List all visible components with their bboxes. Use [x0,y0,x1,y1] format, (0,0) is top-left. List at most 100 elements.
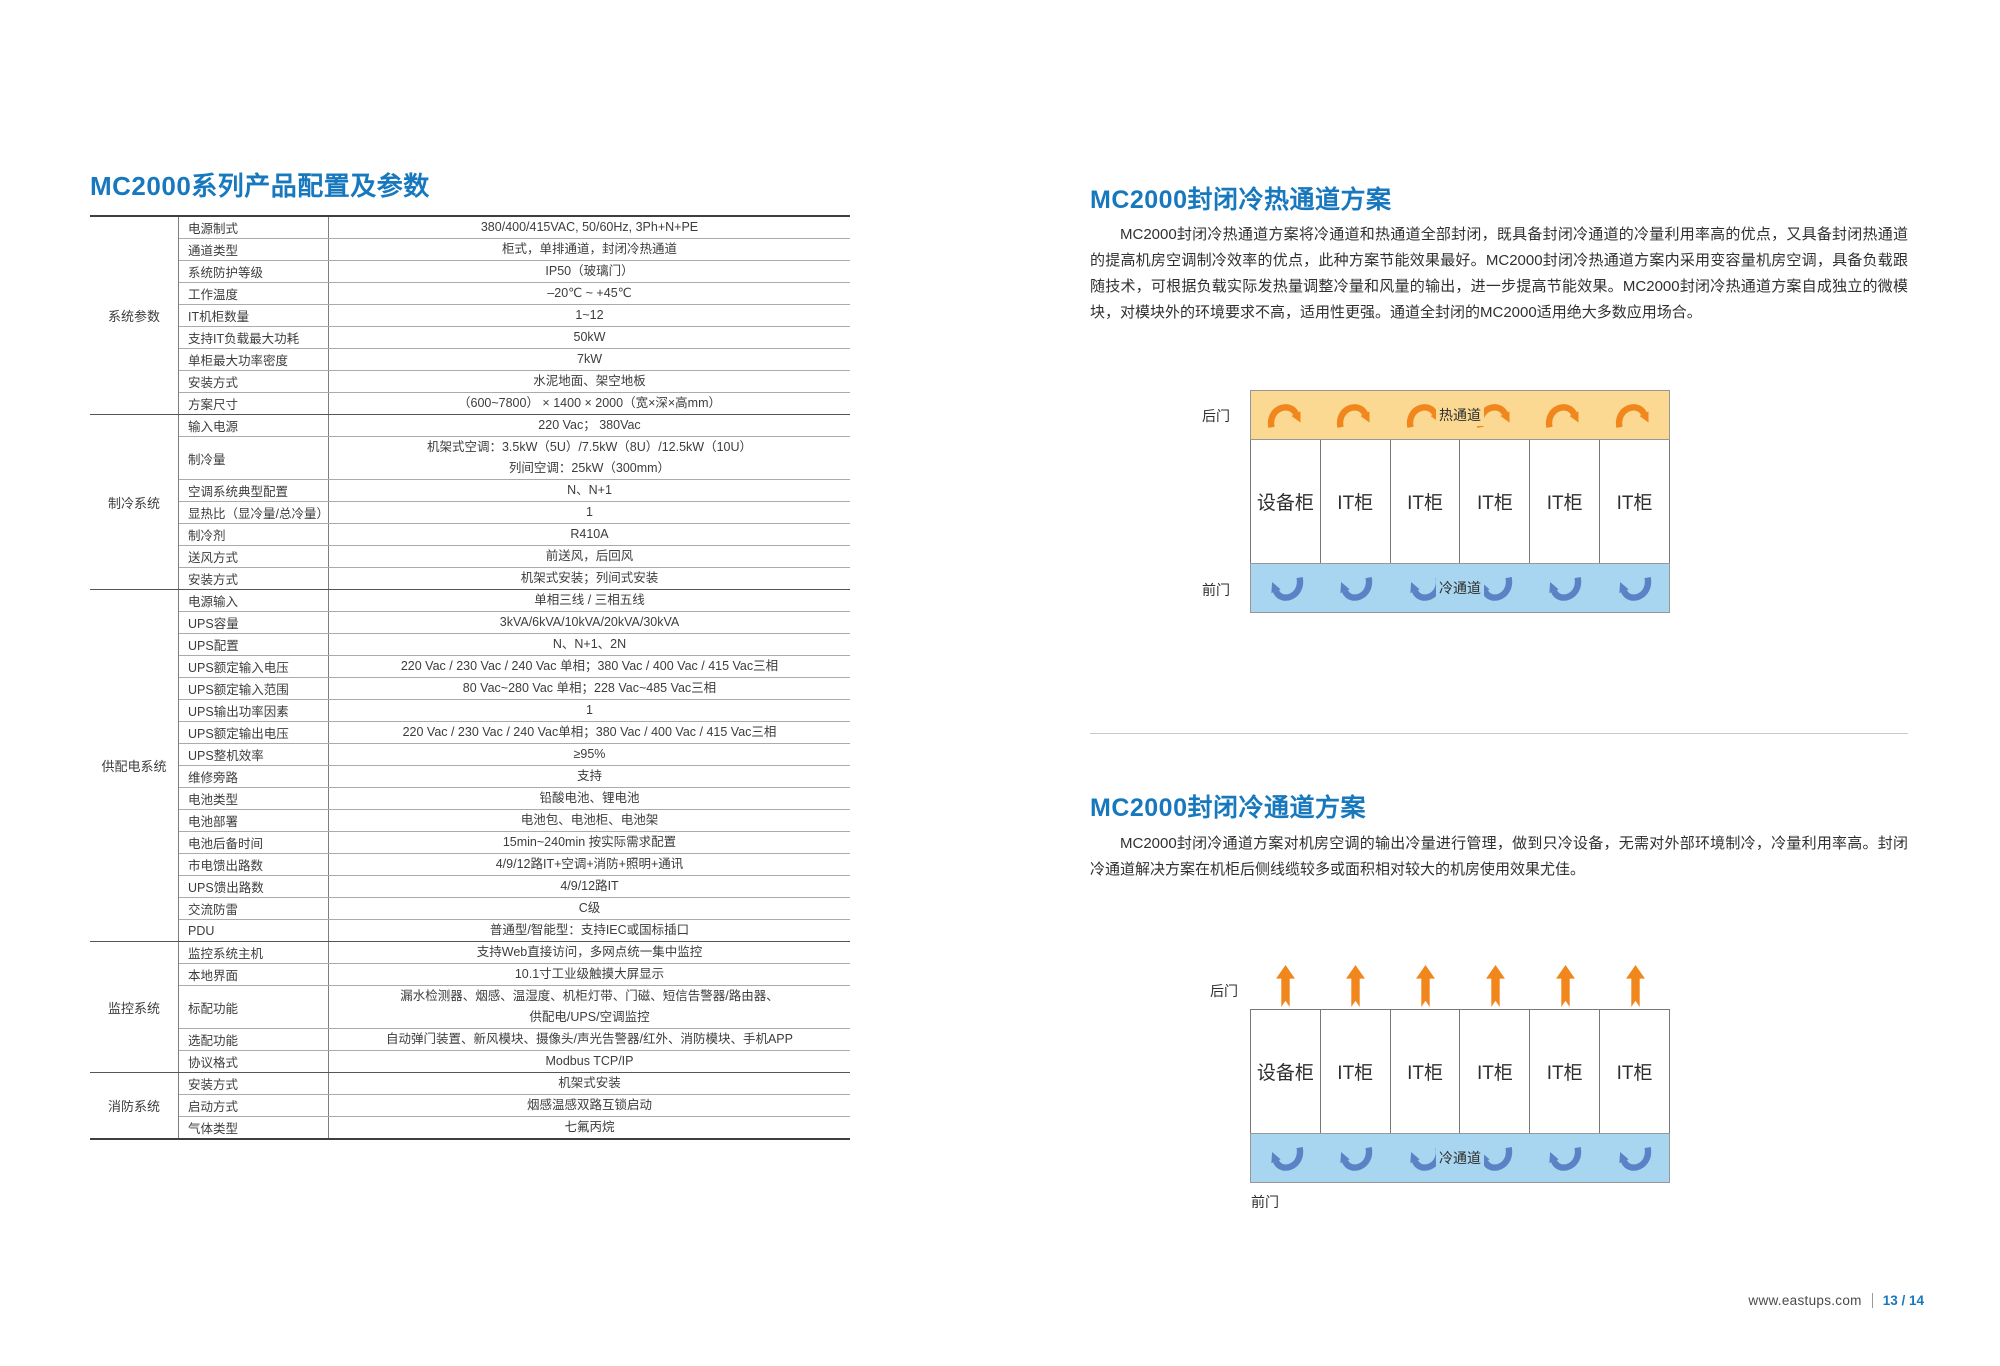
up-exhaust-arrow-icon [1625,965,1645,1007]
cold-aisle-section-title: MC2000封闭冷通道方案 [1090,794,1366,822]
table-row: 电源制式 380/400/415VAC, 50/60Hz, 3Ph+N+PE [179,217,850,239]
spec-value-line: 80 Vac~280 Vac 单相；228 Vac~485 Vac三相 [462,681,717,695]
spec-value: 4/9/12路IT+空调+消防+照明+通讯 [329,854,850,875]
cabinet: 设备柜 [1251,1010,1321,1133]
spec-value: 80 Vac~280 Vac 单相；228 Vac~485 Vac三相 [329,678,850,699]
spec-value: 单相三线 / 三相五线 [329,590,850,611]
table-row: UPS输出功率因素 1 [179,700,850,722]
spec-value: 10.1寸工业级触摸大屏显示 [329,964,850,985]
footer-divider [1871,1293,1873,1308]
table-row: 支持IT负载最大功耗 50kW [179,327,850,349]
spec-value-line: 3kVA/6kVA/10kVA/20kVA/30kVA [499,615,680,629]
table-row: 维修旁路 支持 [179,766,850,788]
up-exhaust-arrow-icon [1415,965,1435,1007]
table-row: 启动方式 烟感温感双路互锁启动 [179,1095,850,1117]
table-row: 安装方式 水泥地面、架空地板 [179,371,850,393]
spec-label: 制冷量 [179,437,329,479]
spec-value: 前送风，后回风 [329,546,850,567]
spec-label: UPS整机效率 [179,744,329,765]
table-row: UPS容量 3kVA/6kVA/10kVA/20kVA/30kVA [179,612,850,634]
spec-value-line: 4/9/12路IT [560,879,619,893]
spec-value-line: –20℃ ~ +45℃ [547,286,632,300]
spec-value-line: 7kW [577,352,602,366]
table-row: 交流防雷 C级 [179,898,850,920]
cold-airflow-arrow-icon [1335,1143,1375,1174]
spec-value-line: 4/9/12路IT+空调+消防+照明+通讯 [495,857,684,871]
spec-label: 支持IT负载最大功耗 [179,327,329,348]
table-category-cell: 制冷系统 [90,415,179,589]
spec-value: 水泥地面、架空地板 [329,371,850,392]
spec-value: 220 Vac； 380Vac [329,415,850,436]
spec-value-line: 机架式安装；列间式安装 [520,571,659,585]
spec-label: 市电馈出路数 [179,854,329,875]
page-footer: www.eastups.com 13 / 14 [1748,1293,1924,1308]
spec-value: （600~7800） × 1400 × 2000（宽×深×高mm） [329,393,850,414]
spec-label: UPS配置 [179,634,329,655]
cold-airflow-arrow-icon [1544,1143,1584,1174]
cold-airflow-arrow-icon [1266,573,1306,604]
table-row: 电源输入 单相三线 / 三相五线 [179,590,850,612]
table-row: 输入电源 220 Vac； 380Vac [179,415,850,437]
spec-value-line: （600~7800） × 1400 × 2000（宽×深×高mm） [458,396,721,410]
spec-value: 3kVA/6kVA/10kVA/20kVA/30kVA [329,612,850,633]
up-exhaust-arrow-icon [1485,965,1505,1007]
spec-value-line: 1 [586,703,593,717]
cold-aisle-label: 冷通道 [1436,577,1484,599]
cabinet: IT柜 [1530,440,1601,563]
spec-value-line: 普通型/智能型：支持IEC或国标插口 [489,923,690,937]
spec-value: 支持Web直接访问，多网点统一集中监控 [329,942,850,963]
table-rows: 输入电源 220 Vac； 380Vac 制冷量 机架式空调：3.5kW（5U）/7.… [179,415,850,589]
spec-label: 工作温度 [179,283,329,304]
up-exhaust-arrow-icon [1555,965,1575,1007]
cabinet: IT柜 [1321,440,1391,563]
page-title: MC2000系列产品配置及参数 [90,171,430,201]
table-row: 监控系统主机 支持Web直接访问，多网点统一集中监控 [179,942,850,964]
table-row: 电池类型 铅酸电池、锂电池 [179,788,850,810]
spec-label: 电源输入 [179,590,329,611]
back-door-label: 后门 [1210,983,1238,999]
spec-label: IT机柜数量 [179,305,329,326]
spec-value: 7kW [329,349,850,370]
spec-table: 系统参数 电源制式 380/400/415VAC, 50/60Hz, 3Ph+N+P… [90,215,850,1140]
table-row: 工作温度 –20℃ ~ +45℃ [179,283,850,305]
spec-label: 输入电源 [179,415,329,436]
spec-value-line: 前送风，后回风 [545,549,634,563]
spec-value: 普通型/智能型：支持IEC或国标插口 [329,920,850,941]
table-section: 监控系统 监控系统主机 支持Web直接访问，多网点统一集中监控 本地界面 10.1寸工业… [90,942,850,1073]
spec-value-line: 七氟丙烷 [564,1120,615,1134]
spec-label: 安装方式 [179,568,329,589]
spec-value-line: 供配电/UPS/空调监控 [529,1010,650,1024]
spec-value: N、N+1、2N [329,634,850,655]
spec-value-line: IP50（玻璃门） [545,264,634,278]
spec-value-line: 单相三线 / 三相五线 [534,593,645,607]
spec-label: 通道类型 [179,239,329,260]
spec-label: 标配功能 [179,986,329,1028]
spec-value: 柜式，单排通道，封闭冷热通道 [329,239,850,260]
up-exhaust-arrow-icon [1275,965,1295,1007]
table-category-cell: 供配电系统 [90,590,179,941]
spec-value: 七氟丙烷 [329,1117,850,1138]
hot-airflow-arrow-icon [1544,400,1584,431]
spec-label: 电池后备时间 [179,832,329,853]
spec-label: 系统防护等级 [179,261,329,282]
spec-label: 本地界面 [179,964,329,985]
spec-label: 空调系统典型配置 [179,480,329,501]
table-category-cell: 系统参数 [90,217,179,414]
spec-value: 15min~240min 按实际需求配置 [329,832,850,853]
table-row: 系统防护等级 IP50（玻璃门） [179,261,850,283]
table-row: IT机柜数量 1~12 [179,305,850,327]
cabinet: IT柜 [1460,440,1531,563]
spec-label: 启动方式 [179,1095,329,1116]
table-section: 系统参数 电源制式 380/400/415VAC, 50/60Hz, 3Ph+N+P… [90,217,850,415]
spec-value-line: 机架式安装 [558,1076,621,1090]
cabinet: IT柜 [1391,1010,1461,1133]
hot-cold-aisle-section-title: MC2000封闭冷热通道方案 [1090,186,1392,214]
spec-label: 协议格式 [179,1051,329,1072]
spec-value: 1~12 [329,305,850,326]
diagram-cold: 设备柜 IT柜 IT柜 IT柜 IT柜 IT柜 冷通道 后门 前门 [1210,963,1670,1210]
spec-label: 维修旁路 [179,766,329,787]
spec-label: UPS容量 [179,612,329,633]
table-rows: 电源输入 单相三线 / 三相五线 UPS容量 3kVA/6kVA/10kVA/20kV… [179,590,850,941]
spec-label: 显热比（显冷量/总冷量） [179,502,329,523]
table-row: UPS整机效率 ≥95% [179,744,850,766]
